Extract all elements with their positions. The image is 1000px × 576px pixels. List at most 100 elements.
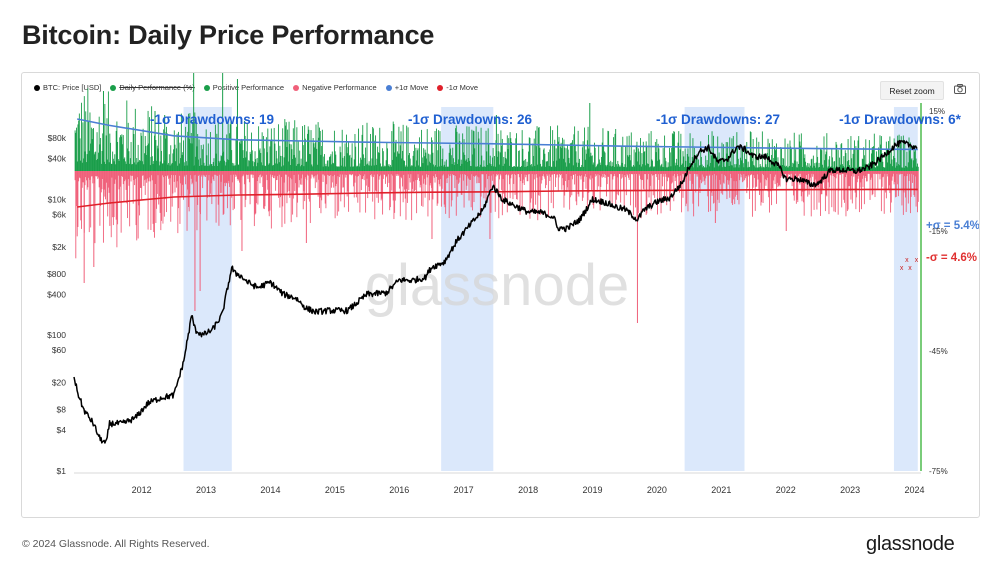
positive-bar xyxy=(228,159,230,171)
negative-bar xyxy=(562,171,564,186)
negative-bar xyxy=(892,171,894,174)
positive-bar xyxy=(380,163,381,171)
positive-bar xyxy=(610,166,612,171)
positive-bar xyxy=(612,165,614,171)
positive-bar xyxy=(543,148,545,171)
positive-bar xyxy=(409,152,410,171)
positive-bar xyxy=(482,166,484,171)
positive-bar xyxy=(844,167,845,171)
negative-bar xyxy=(307,171,308,175)
negative-bar xyxy=(280,171,282,198)
negative-bar xyxy=(819,171,821,183)
legend-item[interactable]: -1σ Move xyxy=(437,83,478,92)
negative-bar xyxy=(882,171,884,178)
negative-bar xyxy=(723,171,725,184)
legend-item[interactable]: BTC: Price [USD] xyxy=(34,83,101,92)
negative-bar xyxy=(326,171,328,185)
legend-item[interactable]: +1σ Move xyxy=(385,83,428,92)
positive-bar xyxy=(174,144,176,171)
negative-bar xyxy=(349,171,351,175)
negative-bar xyxy=(883,171,884,177)
positive-bar xyxy=(523,160,525,171)
positive-bar xyxy=(531,166,533,171)
positive-bar xyxy=(397,151,398,171)
positive-bar xyxy=(744,158,746,171)
positive-bar xyxy=(767,138,769,171)
negative-bar xyxy=(369,171,371,192)
negative-bar xyxy=(393,171,395,220)
positive-bar xyxy=(217,122,219,171)
positive-bar xyxy=(281,155,283,171)
negative-bar xyxy=(613,171,615,177)
negative-bar xyxy=(172,171,174,194)
legend-item[interactable]: Positive Performance xyxy=(203,83,284,92)
positive-bar xyxy=(253,162,255,171)
negative-bar xyxy=(174,171,176,193)
negative-bar xyxy=(333,171,335,188)
negative-bar xyxy=(576,171,578,176)
negative-bar xyxy=(335,171,337,187)
negative-bar xyxy=(328,171,330,176)
negative-bar xyxy=(849,171,850,187)
negative-bar xyxy=(913,171,915,196)
negative-bar xyxy=(247,171,249,179)
negative-bar xyxy=(321,171,323,175)
reset-zoom-button[interactable]: Reset zoom xyxy=(880,81,944,100)
positive-bar xyxy=(387,165,389,171)
negative-bar xyxy=(545,171,546,189)
negative-bar xyxy=(581,171,583,176)
positive-bar xyxy=(322,166,324,171)
negative-bar xyxy=(888,171,890,186)
positive-bar xyxy=(556,160,558,171)
positive-bar xyxy=(757,167,759,171)
drawdown-marker: x xyxy=(915,257,919,264)
negative-bar xyxy=(79,171,81,179)
negative-bar xyxy=(890,171,892,203)
positive-bar xyxy=(383,166,385,171)
positive-bar xyxy=(489,155,491,171)
negative-bar xyxy=(463,171,465,208)
negative-bar xyxy=(632,171,634,175)
negative-bar xyxy=(212,171,214,180)
negative-bar xyxy=(348,171,350,175)
negative-bar xyxy=(474,171,476,177)
positive-bar xyxy=(729,137,731,171)
positive-bar xyxy=(477,166,478,171)
negative-bar xyxy=(686,171,687,204)
negative-bar xyxy=(302,171,303,175)
positive-bar xyxy=(101,150,103,171)
legend-item[interactable]: Negative Performance xyxy=(293,83,377,92)
negative-bar xyxy=(169,171,171,179)
positive-bar xyxy=(170,145,172,171)
positive-bar xyxy=(680,133,682,171)
positive-bar xyxy=(183,140,184,171)
negative-bar xyxy=(257,171,259,205)
negative-bar xyxy=(475,171,477,176)
camera-icon[interactable] xyxy=(953,82,967,96)
negative-bar xyxy=(897,171,899,185)
negative-bar xyxy=(772,171,774,191)
negative-bar xyxy=(472,171,474,177)
negative-bar xyxy=(756,171,758,175)
negative-bar xyxy=(722,171,724,195)
negative-bar xyxy=(851,171,853,204)
negative-bar xyxy=(593,171,595,200)
negative-bar xyxy=(410,171,412,175)
positive-bar xyxy=(771,139,773,171)
negative-bar xyxy=(299,171,301,181)
negative-bar xyxy=(409,171,410,178)
negative-bar xyxy=(117,171,119,225)
positive-bar xyxy=(139,160,141,171)
positive-bar xyxy=(555,166,556,171)
positive-bar xyxy=(513,166,515,171)
negative-bar xyxy=(375,171,376,191)
negative-bar xyxy=(518,171,520,175)
x-tick-label: 2013 xyxy=(196,485,216,495)
positive-bar xyxy=(535,130,537,171)
positive-bar xyxy=(325,163,327,171)
positive-bar xyxy=(754,166,756,171)
positive-bar xyxy=(110,142,111,171)
negative-bar xyxy=(153,171,155,233)
legend-item[interactable]: Daily Performance (%) xyxy=(110,83,195,92)
positive-bar xyxy=(161,150,162,171)
